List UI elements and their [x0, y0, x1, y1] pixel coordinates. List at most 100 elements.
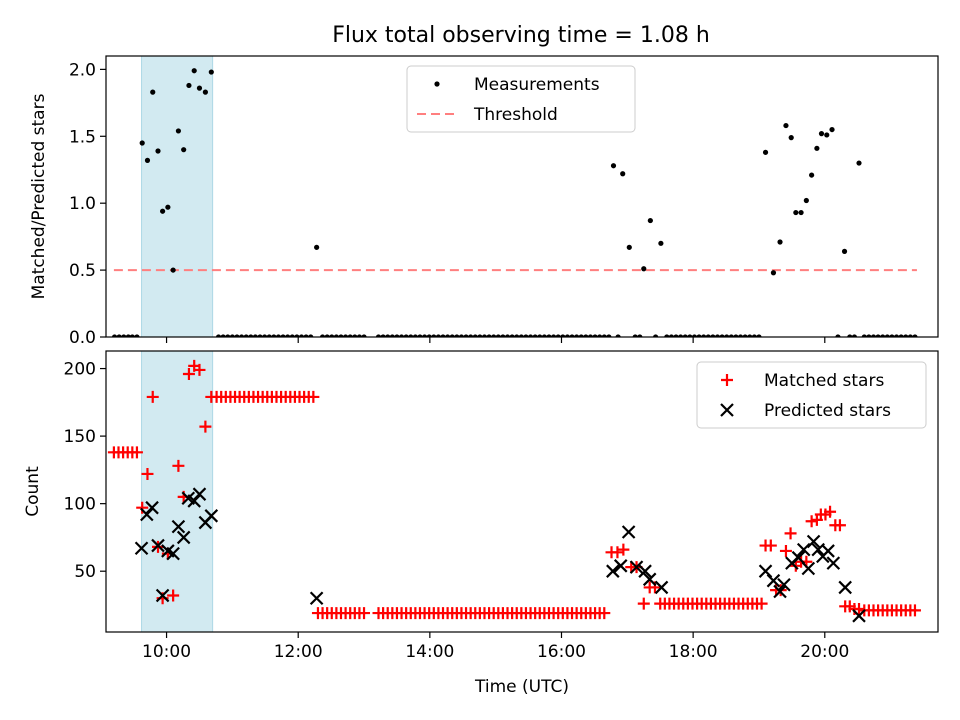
- data-point: [125, 334, 131, 337]
- data-point: [641, 266, 647, 272]
- data-point: [629, 560, 644, 574]
- data-point: [477, 334, 483, 337]
- data-point: [587, 334, 594, 337]
- data-point: [598, 607, 611, 620]
- data-point: [136, 501, 149, 514]
- legend-label: Predicted stars: [764, 401, 891, 421]
- data-point: [435, 334, 442, 337]
- data-point: [319, 334, 326, 337]
- data-point: [578, 334, 584, 337]
- data-point: [861, 334, 867, 337]
- data-point: [375, 334, 382, 337]
- data-point: [866, 334, 872, 337]
- data-point: [509, 334, 515, 337]
- data-point: [682, 334, 688, 337]
- data-point: [621, 525, 636, 539]
- data-point: [199, 420, 212, 433]
- data-point: [613, 559, 628, 573]
- data-point: [620, 171, 626, 177]
- data-point: [755, 597, 768, 610]
- y-tick-label: 200: [64, 360, 96, 380]
- data-point: [546, 334, 552, 337]
- chart-title: Flux total observing time = 1.08 h: [332, 23, 710, 48]
- data-point: [766, 573, 781, 588]
- data-point: [537, 334, 543, 337]
- data-point: [714, 334, 721, 337]
- x-tick-label: 10:00: [142, 642, 191, 662]
- data-point: [262, 334, 268, 337]
- data-point: [724, 334, 730, 337]
- y-tick-label: 150: [64, 427, 96, 447]
- x-tick-label: 16:00: [537, 642, 586, 662]
- x-tick-label: 14:00: [405, 642, 454, 662]
- data-point: [361, 334, 367, 337]
- data-point: [352, 334, 358, 337]
- data-point: [167, 589, 180, 602]
- data-point: [637, 597, 650, 610]
- data-point: [852, 609, 866, 623]
- data-point: [134, 541, 149, 556]
- data-point: [191, 68, 197, 74]
- data-point: [398, 334, 405, 337]
- data-point: [756, 334, 762, 337]
- axes-frame: [105, 350, 939, 633]
- data-point: [805, 515, 818, 528]
- legend-box: [406, 65, 636, 133]
- data-point: [870, 334, 877, 337]
- data-point: [696, 334, 702, 337]
- data-point: [610, 163, 617, 169]
- data-point: [678, 334, 684, 337]
- data-point: [758, 564, 773, 578]
- data-point: [204, 509, 219, 523]
- legend-marker: [720, 403, 734, 417]
- data-point: [234, 334, 240, 337]
- legend-label: Measurements: [474, 75, 600, 95]
- data-point: [705, 334, 711, 337]
- data-point: [389, 334, 395, 337]
- data-point: [523, 334, 529, 337]
- data-point: [445, 334, 451, 337]
- data-point: [171, 519, 186, 534]
- data-point: [238, 334, 245, 337]
- data-point: [468, 334, 474, 337]
- data-point: [728, 334, 734, 337]
- data-point: [208, 69, 214, 75]
- data-point: [829, 126, 835, 133]
- y-tick-label: 1.0: [69, 194, 96, 214]
- data-point: [417, 334, 423, 337]
- data-point: [329, 334, 335, 337]
- data-point: [762, 149, 769, 155]
- legend-label: Threshold: [473, 105, 558, 125]
- data-point: [248, 334, 254, 337]
- data-point: [673, 334, 679, 337]
- data-point: [440, 334, 446, 337]
- data-point: [555, 334, 561, 337]
- data-point: [898, 334, 904, 337]
- data-point: [170, 267, 176, 273]
- data-point: [421, 334, 428, 337]
- data-point: [271, 334, 277, 337]
- data-point: [783, 122, 789, 129]
- data-point: [710, 334, 716, 337]
- data-point: [172, 459, 185, 472]
- top-panel: 0.0 0.5 1.0 1.5 2.0 Matched/Predicted stars Me…: [29, 55, 939, 348]
- data-point: [298, 334, 305, 337]
- data-point: [215, 334, 222, 337]
- data-point: [583, 334, 589, 337]
- data-point: [285, 334, 291, 337]
- data-point: [229, 334, 235, 337]
- data-point: [160, 208, 166, 214]
- data-point: [569, 334, 575, 337]
- data-point: [472, 334, 478, 337]
- data-point: [637, 334, 643, 337]
- data-point: [597, 334, 603, 337]
- legend-marker: [434, 81, 440, 87]
- data-point: [647, 217, 653, 224]
- data-point: [764, 539, 777, 552]
- data-point: [243, 334, 249, 337]
- data-point: [454, 334, 460, 337]
- data-point: [880, 334, 886, 337]
- data-point: [486, 334, 492, 337]
- data-point: [338, 334, 344, 337]
